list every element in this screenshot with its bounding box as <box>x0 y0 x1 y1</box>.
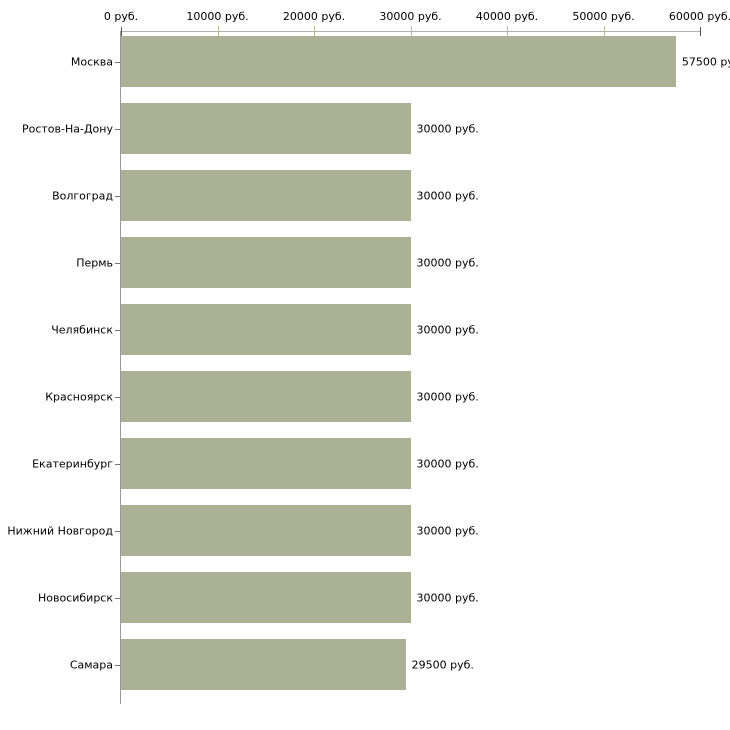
bar[interactable] <box>121 572 411 623</box>
bar-value-label: 30000 руб. <box>416 122 479 135</box>
y-tick <box>115 128 120 130</box>
bar[interactable] <box>121 505 411 556</box>
y-axis-category-label: Самара <box>69 658 113 671</box>
y-tick <box>115 664 120 666</box>
x-axis-start-cap <box>121 27 122 36</box>
bar-value-label: 30000 руб. <box>416 323 479 336</box>
y-axis-category-label: Нижний Новгород <box>7 524 113 537</box>
y-tick <box>115 195 120 197</box>
x-tick-label: 0 руб. <box>103 10 139 23</box>
bar-value-label: 29500 руб. <box>411 658 474 671</box>
x-tick-50000 <box>603 26 605 37</box>
y-axis-category-label: Волгоград <box>52 189 113 202</box>
y-tick <box>115 463 120 465</box>
y-tick <box>115 597 120 599</box>
bar[interactable] <box>121 237 411 288</box>
x-tick-label: 20000 руб. <box>282 10 346 23</box>
bar[interactable] <box>121 371 411 422</box>
bar-value-label: 30000 руб. <box>416 390 479 403</box>
y-axis-category-label: Пермь <box>76 256 113 269</box>
y-axis-category-label: Новосибирск <box>37 591 113 604</box>
bar[interactable] <box>121 36 676 87</box>
y-tick <box>115 329 120 331</box>
bar[interactable] <box>121 639 406 690</box>
y-tick <box>115 396 120 398</box>
y-axis-line <box>120 31 121 704</box>
bar-value-label: 30000 руб. <box>416 189 479 202</box>
y-axis-category-label: Москва <box>70 55 113 68</box>
x-tick-20000 <box>314 26 315 37</box>
y-axis-category-label: Челябинск <box>51 323 113 336</box>
x-tick-label: 30000 руб. <box>379 10 442 23</box>
bar[interactable] <box>121 103 411 154</box>
bar[interactable] <box>121 438 411 489</box>
y-tick <box>115 262 120 264</box>
x-tick-30000 <box>410 26 412 37</box>
y-axis-category-label: Красноярск <box>45 390 113 403</box>
bar-value-label: 30000 руб. <box>416 591 479 604</box>
y-axis-category-label: Ростов-На-Дону <box>21 122 113 135</box>
bar-value-label: 30000 руб. <box>416 457 479 470</box>
y-tick <box>115 530 120 532</box>
bar-value-label: 30000 руб. <box>416 524 479 537</box>
bar-value-label: 30000 руб. <box>416 256 479 269</box>
y-tick <box>115 61 120 63</box>
y-axis-category-label: Екатеринбург <box>32 457 113 470</box>
x-tick-label: 60000 руб. <box>668 10 730 23</box>
bar[interactable] <box>121 304 411 355</box>
x-tick-10000 <box>217 26 219 37</box>
x-axis-end-cap <box>700 27 701 36</box>
x-tick-label: 40000 руб. <box>475 10 539 23</box>
x-tick-label: 50000 руб. <box>572 10 635 23</box>
x-tick-40000 <box>507 26 508 37</box>
bar-value-label: 57500 руб. <box>681 55 730 68</box>
x-tick-label: 10000 руб. <box>186 10 249 23</box>
bar[interactable] <box>121 170 411 221</box>
